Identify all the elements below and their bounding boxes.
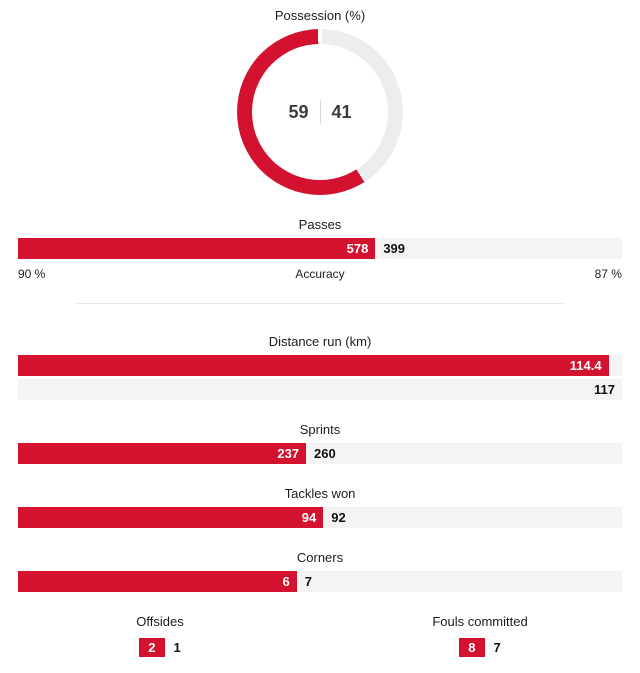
- tackles-home-value: 94: [301, 510, 317, 525]
- section-divider: [77, 303, 563, 304]
- tackles-bar: 94 92: [18, 507, 622, 528]
- tackles-title: Tackles won: [284, 486, 356, 501]
- distance-home-value: 114.4: [569, 358, 602, 373]
- bottom-stats-row: Offsides 2 1 Fouls committed 8 7: [0, 614, 640, 657]
- sprints-bar: 237 260: [18, 443, 622, 464]
- offsides-section: Offsides 2 1: [0, 614, 320, 657]
- home-accuracy-value: 90 %: [18, 267, 46, 281]
- possession-donut: 59 41: [237, 29, 403, 195]
- fouls-title: Fouls committed: [432, 614, 528, 629]
- sprints-home-fill: 237: [18, 443, 307, 464]
- fouls-away-value: 7: [493, 640, 501, 655]
- distance-home-fill: 114.4: [18, 355, 609, 376]
- possession-center-divider: [319, 100, 321, 124]
- passes-away-value: 399: [383, 241, 406, 256]
- fouls-home-badge: 8: [459, 638, 485, 657]
- possession-away-value: 41: [331, 101, 352, 122]
- tackles-home-fill: 94: [18, 507, 324, 528]
- accuracy-label: Accuracy: [295, 267, 345, 281]
- away-accuracy-value: 87 %: [594, 267, 622, 281]
- possession-section: Possession (%) 59 41: [0, 8, 640, 195]
- corners-home-value: 6: [282, 574, 290, 589]
- corners-title: Corners: [296, 550, 344, 565]
- distance-home-bar: 114.4: [18, 355, 622, 376]
- distance-title: Distance run (km): [268, 334, 372, 349]
- distance-away-value: 117: [594, 382, 615, 397]
- distance-away-bar: 117: [18, 379, 622, 400]
- passes-home-fill: 578: [18, 238, 376, 259]
- corners-bar: 6 7: [18, 571, 622, 592]
- offsides-title: Offsides: [136, 614, 184, 629]
- tackles-section: Tackles won 94 92: [0, 486, 640, 528]
- offsides-away-value: 1: [173, 640, 181, 655]
- corners-home-fill: 6: [18, 571, 297, 592]
- corners-away-value: 7: [304, 574, 312, 589]
- corners-section: Corners 6 7: [0, 550, 640, 592]
- offsides-home-badge: 2: [139, 638, 165, 657]
- passes-section: Passes 578 399 90 % Accuracy 87 %: [0, 217, 640, 281]
- tackles-away-value: 92: [331, 510, 346, 525]
- passes-bar: 578 399: [18, 238, 622, 259]
- passes-home-value: 578: [346, 241, 369, 256]
- fouls-section: Fouls committed 8 7: [320, 614, 640, 657]
- sprints-home-value: 237: [277, 446, 300, 461]
- pass-accuracy-row: 90 % Accuracy 87 %: [18, 267, 622, 281]
- passes-title: Passes: [298, 217, 342, 232]
- possession-home-value: 59: [288, 101, 309, 122]
- distance-section: Distance run (km) 114.4 117: [0, 334, 640, 400]
- possession-donut-center: 59 41: [252, 44, 388, 180]
- sprints-title: Sprints: [299, 422, 341, 437]
- sprints-section: Sprints 237 260: [0, 422, 640, 464]
- sprints-away-value: 260: [314, 446, 336, 461]
- possession-title: Possession (%): [274, 8, 366, 23]
